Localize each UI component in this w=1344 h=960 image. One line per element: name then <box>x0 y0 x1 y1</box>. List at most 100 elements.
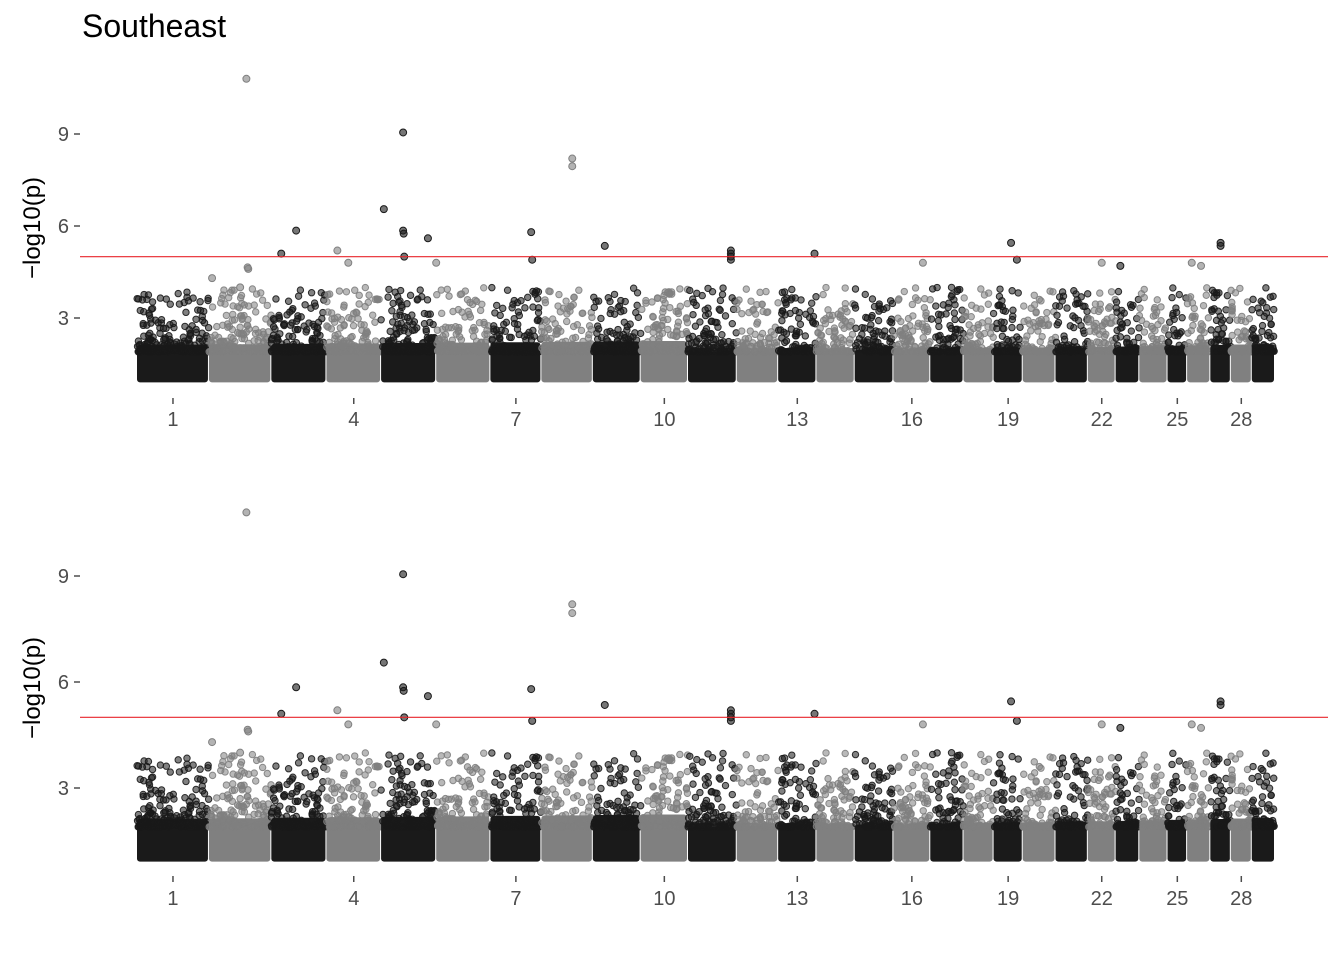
snp-point <box>870 805 878 814</box>
snp-point <box>594 796 603 805</box>
snp-point <box>437 309 446 318</box>
snp-point <box>939 814 947 822</box>
snp-point <box>654 324 662 333</box>
snp-point <box>1052 302 1060 310</box>
snp-point <box>797 763 805 771</box>
snp-point <box>481 330 489 339</box>
snp-point <box>919 334 927 342</box>
snp-point <box>721 781 730 790</box>
snp-point <box>591 348 599 356</box>
snp-point <box>250 822 259 831</box>
snp-point <box>935 794 943 802</box>
snp-point <box>244 770 253 778</box>
snp-point <box>879 823 888 831</box>
snp-point <box>468 768 477 777</box>
snp-point <box>183 754 191 762</box>
snp-point <box>642 299 650 307</box>
snp-point <box>545 325 553 334</box>
x-tick-label: 28 <box>1230 888 1252 910</box>
snp-point <box>1029 345 1038 353</box>
snp-point <box>251 325 260 334</box>
snp-point <box>809 790 817 798</box>
snp-point <box>1114 287 1123 296</box>
notable-snp-point <box>277 249 286 258</box>
snp-point <box>353 778 361 786</box>
snp-point <box>693 337 701 345</box>
snp-point <box>978 823 987 831</box>
snp-point <box>528 818 536 826</box>
snp-point <box>361 749 370 757</box>
snp-point <box>638 305 646 314</box>
snp-point <box>949 821 957 829</box>
snp-point <box>361 771 369 779</box>
snp-point <box>930 822 938 831</box>
snp-point <box>340 793 348 801</box>
notable-snp-point <box>527 228 536 237</box>
snp-point <box>547 807 555 816</box>
snp-point <box>294 292 303 300</box>
snp-point <box>477 339 485 347</box>
snp-point <box>269 819 278 827</box>
snp-point <box>496 338 504 346</box>
snp-point <box>716 306 724 314</box>
snp-point <box>977 774 985 782</box>
x-tick-label: 19 <box>997 409 1019 431</box>
snp-point <box>347 822 356 831</box>
snp-point <box>1100 332 1109 341</box>
snp-point <box>787 325 796 333</box>
snp-point <box>554 302 562 310</box>
snp-point <box>654 796 662 804</box>
snp-point <box>901 341 910 349</box>
snp-point <box>607 305 615 314</box>
snp-point <box>324 757 332 765</box>
snp-point <box>701 799 709 808</box>
snp-point <box>662 817 670 825</box>
snp-point <box>928 750 937 759</box>
snp-point <box>1149 334 1157 343</box>
snp-point <box>443 821 451 830</box>
notable-snp-point <box>1097 258 1106 267</box>
snp-point <box>918 791 927 799</box>
snp-point <box>796 791 805 799</box>
snp-point <box>357 791 365 800</box>
snp-point <box>716 764 725 772</box>
snp-point <box>1083 307 1091 316</box>
snp-point <box>236 323 244 331</box>
snp-point <box>1185 338 1193 347</box>
snp-point <box>263 769 271 778</box>
snp-point <box>263 301 271 310</box>
snp-point <box>384 293 392 301</box>
snp-point <box>655 331 664 340</box>
snp-point <box>387 822 396 831</box>
snp-point <box>718 330 726 339</box>
snp-point <box>327 309 336 317</box>
snp-point <box>229 770 237 778</box>
snp-point <box>228 316 237 324</box>
snp-point <box>1240 327 1249 335</box>
snp-point <box>136 814 144 823</box>
snp-point <box>865 823 873 831</box>
snp-point <box>678 330 686 339</box>
snp-point <box>562 297 570 305</box>
snp-point <box>678 803 686 811</box>
snp-point <box>739 816 747 824</box>
snp-point <box>578 816 586 825</box>
snp-point <box>369 311 377 319</box>
snp-point <box>507 348 515 356</box>
snp-point <box>452 330 460 338</box>
x-tick-label: 19 <box>997 888 1019 910</box>
snp-point <box>738 799 746 807</box>
notable-snp-point <box>208 274 217 283</box>
snp-point <box>340 303 348 311</box>
snp-point <box>852 815 860 824</box>
y-tick-label: 6 <box>58 216 69 238</box>
snp-point <box>711 318 719 326</box>
snp-point <box>914 296 922 304</box>
snp-point <box>480 320 489 329</box>
snp-point <box>582 823 590 831</box>
snp-point <box>147 305 156 313</box>
snp-point <box>1003 344 1012 352</box>
snp-point <box>468 326 477 335</box>
snp-point <box>787 296 795 304</box>
snp-point <box>515 311 524 320</box>
